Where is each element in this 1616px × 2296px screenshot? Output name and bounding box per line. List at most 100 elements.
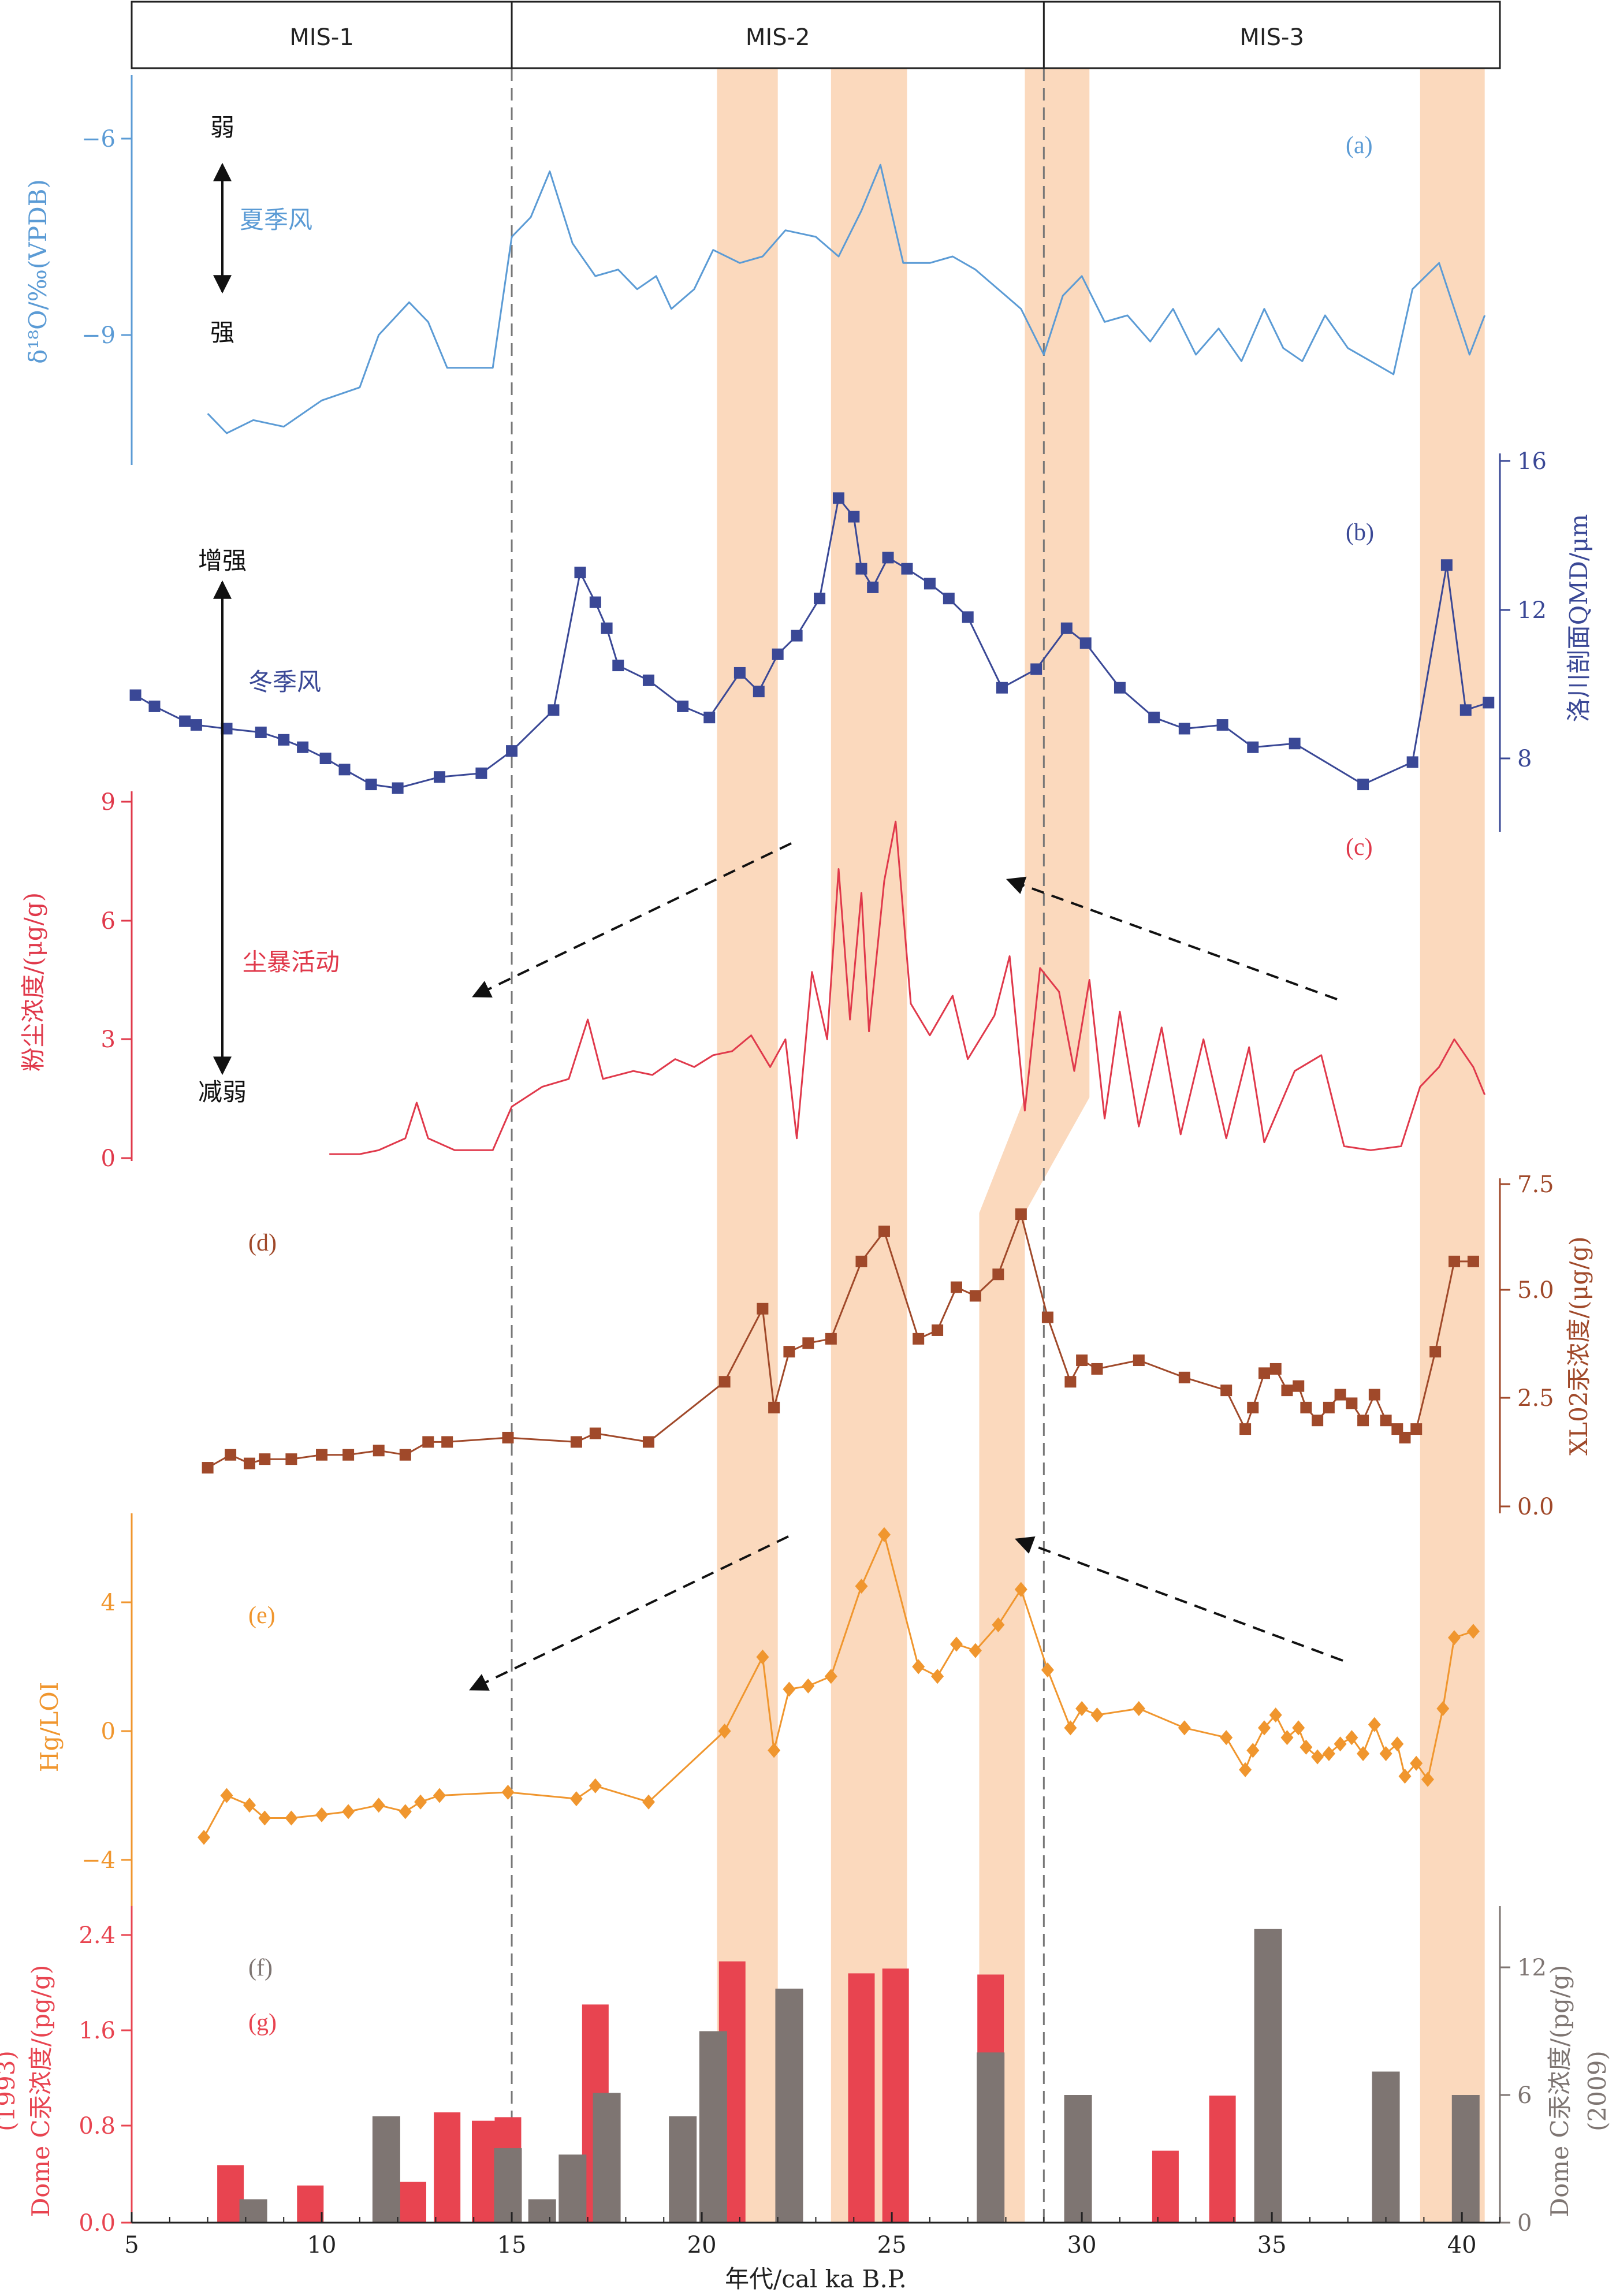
mis-label: MIS-2 bbox=[746, 24, 810, 51]
mis-header: MIS-1 MIS-2 MIS-3 bbox=[131, 1, 1501, 69]
data-point bbox=[1300, 1401, 1312, 1413]
data-point bbox=[791, 630, 803, 642]
label-dust-storm: 尘暴活动 bbox=[243, 948, 340, 976]
y-axis-title: XL02汞浓度/(μg/g) bbox=[1565, 1236, 1593, 1455]
data-point bbox=[832, 492, 844, 504]
data-point bbox=[612, 660, 624, 672]
mis-label: MIS-1 bbox=[289, 24, 354, 51]
data-point bbox=[342, 1804, 355, 1819]
bar bbox=[471, 2120, 498, 2223]
data-point bbox=[802, 1337, 814, 1349]
data-point bbox=[1258, 1367, 1271, 1379]
data-point bbox=[1448, 1630, 1461, 1646]
data-point bbox=[1406, 756, 1418, 768]
data-point bbox=[399, 1449, 411, 1461]
shaded-bands bbox=[717, 68, 1485, 2223]
data-point bbox=[1014, 1581, 1027, 1597]
data-point bbox=[373, 1445, 385, 1457]
panel-e-series bbox=[198, 1527, 1480, 1845]
data-point bbox=[258, 1810, 271, 1826]
data-point bbox=[1379, 1746, 1392, 1761]
data-point bbox=[433, 1788, 446, 1803]
bar bbox=[699, 2031, 727, 2223]
data-point bbox=[259, 1453, 271, 1465]
data-point bbox=[1246, 1743, 1260, 1758]
panel-c-series bbox=[329, 820, 1486, 1155]
data-point bbox=[589, 1427, 601, 1439]
data-point bbox=[1440, 559, 1453, 571]
data-point bbox=[1076, 1354, 1088, 1367]
data-point bbox=[506, 745, 518, 757]
data-point bbox=[1467, 1255, 1479, 1267]
x-tick-label: 20 bbox=[687, 2232, 717, 2258]
data-point bbox=[414, 1794, 427, 1810]
data-point bbox=[1091, 1363, 1103, 1375]
y-tick-label: 9 bbox=[101, 789, 116, 816]
data-point bbox=[969, 1290, 981, 1302]
bar bbox=[1209, 2096, 1236, 2223]
data-point bbox=[1391, 1736, 1404, 1752]
y-tick-label: 7.5 bbox=[1517, 1171, 1554, 1198]
bar bbox=[593, 2093, 621, 2223]
data-point bbox=[642, 1794, 655, 1810]
bar bbox=[1451, 2095, 1480, 2223]
data-point bbox=[1269, 1707, 1282, 1723]
data-point bbox=[434, 771, 446, 783]
data-point bbox=[338, 764, 351, 776]
data-point bbox=[1357, 779, 1369, 791]
data-point bbox=[502, 1431, 514, 1443]
data-point bbox=[1421, 1772, 1434, 1787]
data-point bbox=[1357, 1746, 1370, 1761]
data-point bbox=[878, 1527, 891, 1542]
bar bbox=[558, 2154, 587, 2223]
data-point bbox=[1323, 1401, 1335, 1413]
bar bbox=[434, 2112, 461, 2223]
data-point bbox=[1334, 1736, 1347, 1752]
data-point bbox=[1247, 741, 1259, 753]
data-point bbox=[1178, 723, 1190, 735]
y-tick-label: 5.0 bbox=[1517, 1277, 1554, 1304]
data-point bbox=[1064, 1376, 1077, 1388]
y-axis-subtitle: (2009) bbox=[1583, 2051, 1611, 2131]
data-point bbox=[285, 1453, 297, 1465]
data-point bbox=[733, 667, 746, 679]
bar bbox=[669, 2116, 697, 2223]
data-point bbox=[1079, 637, 1092, 649]
data-point bbox=[278, 734, 290, 746]
trend-arrow-0 bbox=[472, 842, 792, 998]
y-tick-label: 2.4 bbox=[79, 1922, 116, 1949]
data-point bbox=[574, 567, 586, 579]
data-point bbox=[1148, 712, 1160, 724]
data-point bbox=[855, 563, 867, 575]
data-point bbox=[315, 1807, 328, 1822]
panel-label-f: (f) bbox=[248, 1955, 273, 1981]
data-point bbox=[243, 1798, 256, 1813]
data-point bbox=[1178, 1720, 1191, 1736]
data-point bbox=[768, 1743, 781, 1758]
data-point bbox=[589, 596, 601, 608]
data-point bbox=[950, 1281, 962, 1293]
data-point bbox=[718, 1724, 731, 1739]
bar bbox=[528, 2199, 556, 2223]
data-point bbox=[825, 1333, 837, 1345]
y-axis-title: δ¹⁸O/‰(VPDB) bbox=[24, 179, 52, 364]
y-axis-title: Dome C汞浓度/(pg/g) bbox=[1546, 1965, 1574, 2217]
data-point bbox=[1410, 1755, 1423, 1771]
y-tick-label: −4 bbox=[81, 1847, 116, 1874]
y-tick-label: 16 bbox=[1517, 448, 1547, 475]
x-tick-label: 40 bbox=[1447, 2232, 1477, 2258]
data-point bbox=[802, 1678, 815, 1694]
panel-f-bars bbox=[239, 1929, 1480, 2223]
x-tick-label: 30 bbox=[1067, 2232, 1097, 2258]
label-summer-monsoon: 夏季风 bbox=[240, 206, 312, 234]
data-point bbox=[1429, 1346, 1442, 1358]
data-point bbox=[501, 1784, 515, 1800]
data-point bbox=[768, 1401, 780, 1413]
data-point bbox=[1133, 1354, 1145, 1367]
data-point bbox=[372, 1798, 385, 1813]
y-axis-title: Dome C汞浓度/(pg/g) bbox=[27, 1965, 55, 2217]
data-point bbox=[1345, 1730, 1358, 1746]
data-point bbox=[1436, 1701, 1450, 1716]
